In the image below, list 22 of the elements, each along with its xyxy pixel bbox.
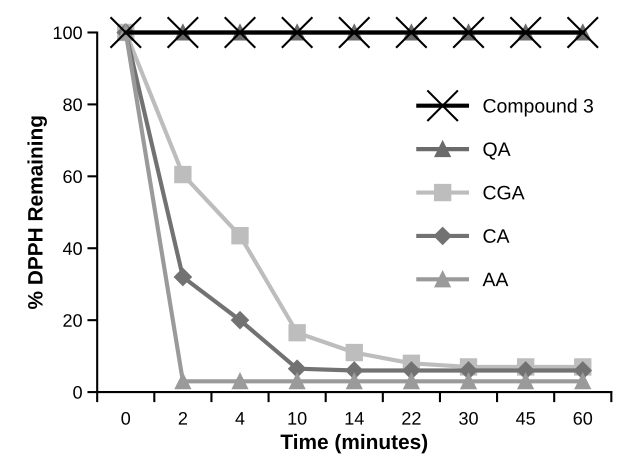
legend-label: CA — [483, 229, 510, 243]
x-tick-label: 4 — [235, 412, 244, 425]
y-axis-title: % DPPH Remaining — [27, 116, 47, 309]
x-tick-label: 45 — [516, 412, 535, 425]
x-tick-label: 14 — [346, 412, 364, 425]
x-tick-label: 0 — [121, 412, 130, 425]
y-tick-label: 80 — [63, 98, 82, 112]
y-tick-label: 20 — [63, 314, 82, 327]
x-tick-label: 60 — [574, 412, 592, 425]
x-tick-label: 10 — [288, 412, 306, 425]
legend-label: AA — [482, 272, 508, 286]
y-tick-label: 0 — [73, 386, 82, 399]
y-tick-label: 100 — [54, 26, 82, 40]
y-tick-label: 40 — [62, 242, 82, 255]
x-axis-title: Time (minutes) — [280, 434, 428, 454]
x-tick-label: 2 — [178, 412, 187, 425]
legend-label: CGA — [483, 186, 525, 200]
x-tick-label: 22 — [402, 412, 421, 425]
y-tick-label: 60 — [63, 170, 82, 184]
legend-label: Compound 3 — [483, 98, 593, 117]
legend-label: QA — [483, 142, 511, 160]
x-tick-label: 30 — [459, 412, 478, 425]
